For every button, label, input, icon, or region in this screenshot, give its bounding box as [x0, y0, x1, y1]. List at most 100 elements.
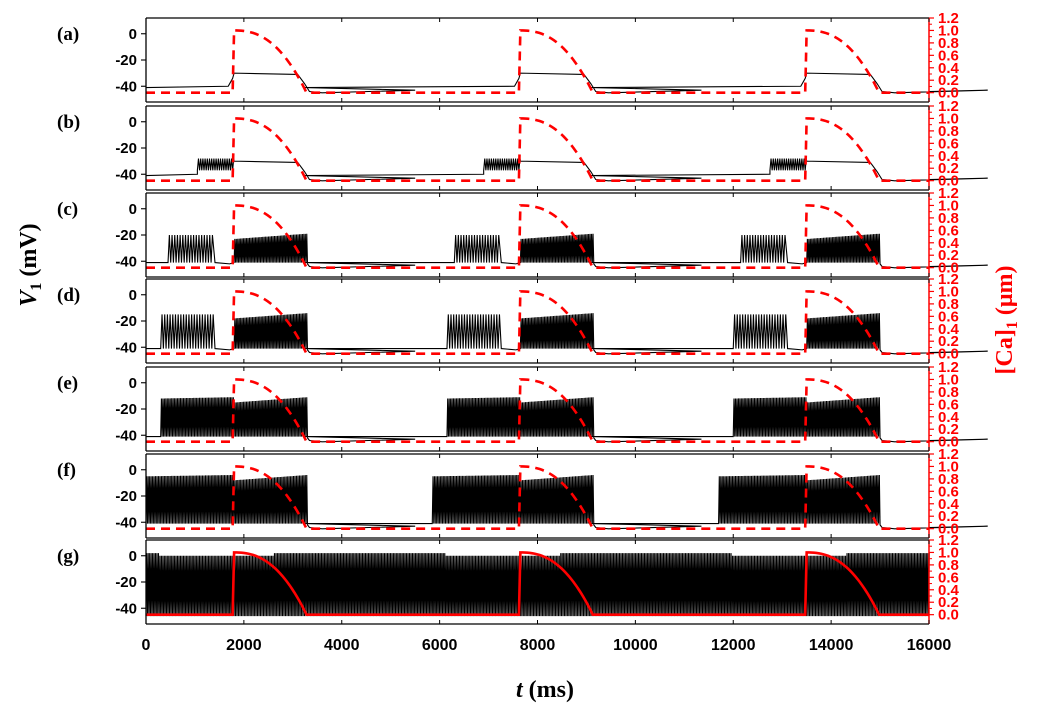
calcium-trace [146, 117, 929, 182]
x-tick-labels: 0 2000 4000 6000 8000 10000 12000 14000 … [142, 637, 952, 654]
y-tick-label-left: 0 [129, 287, 137, 304]
y-tick-label-left: 0 [129, 375, 137, 392]
voltage-trace [146, 313, 988, 355]
x-tick-label: 16000 [907, 637, 952, 654]
panel-label: (c) [57, 199, 78, 220]
y-tick-label-right: 1.2 [938, 532, 959, 549]
y-tick-label-left: -20 [115, 140, 137, 157]
panel-g: 0 -20 -40 0.00.20.40.60.81.01.2 (g) [57, 532, 960, 625]
y-tick-label-right: 1.2 [938, 359, 959, 376]
y-tick-label-right: 0.0 [938, 607, 959, 624]
y-tick-label-left: -20 [115, 488, 137, 505]
y-tick-label-left: 0 [129, 201, 137, 218]
y-tick-label-right: 0.0 [938, 85, 959, 102]
y-tick-label-right: 1.2 [938, 271, 959, 288]
y-tick-label-right: 0.6 [938, 569, 959, 586]
y-tick-label-right: 1.2 [938, 10, 959, 27]
y-tick-label-left: -40 [115, 78, 137, 95]
y-tick-label-right: 0.0 [938, 173, 959, 190]
panel-f: 0 -20 -40 0.00.20.40.60.81.01.2 (f) [57, 446, 988, 539]
panel-a: 0 -20 -40 0.00.20.40.60.81.01.2 (a) [57, 10, 988, 103]
y-tick-label-left: -20 [115, 52, 137, 69]
y-tick-label-right: 1.0 [938, 110, 959, 127]
x-tick-label: 2000 [226, 637, 262, 654]
y-tick-label-right: 0.8 [938, 471, 959, 488]
y-tick-label-right: 0.4 [938, 409, 960, 426]
y-tick-label-right: 0.2 [938, 72, 959, 89]
y-tick-label-left: -40 [115, 514, 137, 531]
y-tick-label-left: 0 [129, 114, 137, 131]
calcium-trace [146, 290, 929, 355]
x-tick-label: 10000 [613, 637, 658, 654]
y-axis-title-left: V1 (mV) [16, 223, 45, 306]
x-tick-label: 6000 [422, 637, 458, 654]
voltage-trace [145, 475, 988, 530]
y-tick-label-right: 0.8 [938, 296, 959, 313]
y-tick-label-right: 0.6 [938, 47, 959, 64]
y-tick-label-right: 0.8 [938, 123, 959, 140]
panel-e: 0 -20 -40 0.00.20.40.60.81.01.2 (e) [57, 359, 988, 452]
y-tick-label-right: 1.0 [938, 283, 959, 300]
y-tick-label-right: 0.8 [938, 557, 959, 574]
y-tick-label-right: 0.4 [938, 321, 960, 338]
calcium-trace [146, 204, 929, 269]
calcium-trace [146, 29, 929, 94]
y-axis-title-right: [Ca]1 (μm) [992, 266, 1021, 375]
x-tick-label: 12000 [711, 637, 756, 654]
y-tick-label-right: 0.6 [938, 135, 959, 152]
y-tick-label-right: 0.4 [938, 496, 960, 513]
calcium-trace [146, 465, 929, 530]
panel-label: (e) [57, 373, 78, 394]
y-tick-label-right: 0.6 [938, 222, 959, 239]
y-tick-label-right: 1.0 [938, 22, 959, 39]
y-tick-label-right: 1.0 [938, 458, 959, 475]
y-tick-label-left: -40 [115, 600, 137, 617]
panel-label: (a) [57, 24, 79, 45]
y-tick-label-right: 1.0 [938, 371, 959, 388]
x-tick-label: 8000 [520, 637, 556, 654]
y-tick-label-left: -40 [115, 166, 137, 183]
panel-label: (f) [57, 460, 76, 481]
voltage-trace [145, 553, 930, 617]
voltage-trace [145, 158, 988, 182]
y-tick-label-right: 0.0 [938, 346, 959, 363]
panels: 0-20-40 0.00.20.40.60.81.01.2(a)0-20-40 0.… [57, 10, 988, 625]
y-tick-label-left: 0 [129, 26, 137, 43]
calcium-trace [146, 551, 929, 616]
y-tick-label-right: 0.4 [938, 582, 960, 599]
y-tick-label-right: 1.2 [938, 446, 959, 463]
x-tick-label: 0 [142, 637, 151, 654]
panel-label: (b) [57, 112, 80, 133]
panel-label: (d) [57, 285, 80, 306]
y-tick-label-right: 1.0 [938, 197, 959, 214]
y-tick-label-right: 0.4 [938, 148, 960, 165]
panel-c: 0 -20 -40 0.00.20.40.60.81.01.2 (c) [57, 185, 988, 278]
y-tick-label-right: 0.2 [938, 508, 959, 525]
y-tick-label-left: -20 [115, 313, 137, 330]
y-tick-label-left: 0 [129, 548, 137, 565]
y-tick-label-left: -40 [115, 427, 137, 444]
voltage-trace [146, 233, 988, 269]
y-tick-label-right: 0.6 [938, 308, 959, 325]
y-tick-label-right: 0.8 [938, 210, 959, 227]
x-tick-label: 4000 [324, 637, 360, 654]
panel-d: 0 -20 -40 0.00.20.40.60.81.01.2 (d) [57, 271, 988, 364]
y-tick-label-right: 0.0 [938, 260, 959, 277]
y-tick-label-left: -40 [115, 339, 137, 356]
y-tick-label-right: 0.2 [938, 594, 959, 611]
y-tick-label-right: 0.0 [938, 521, 959, 538]
x-tick-label: 14000 [809, 637, 854, 654]
y-tick-label-right: 0.2 [938, 333, 959, 350]
y-tick-label-left: -20 [115, 401, 137, 418]
y-tick-label-right: 0.6 [938, 396, 959, 413]
y-tick-label-left: -20 [115, 227, 137, 244]
voltage-trace [146, 397, 988, 443]
calcium-trace [146, 378, 929, 443]
y-tick-label-right: 0.6 [938, 483, 959, 500]
y-tick-label-left: -40 [115, 253, 137, 270]
panel-label: (g) [57, 546, 79, 567]
y-tick-label-right: 0.0 [938, 434, 959, 451]
x-axis-title: t (ms) [516, 677, 574, 703]
y-tick-label-right: 0.8 [938, 384, 959, 401]
